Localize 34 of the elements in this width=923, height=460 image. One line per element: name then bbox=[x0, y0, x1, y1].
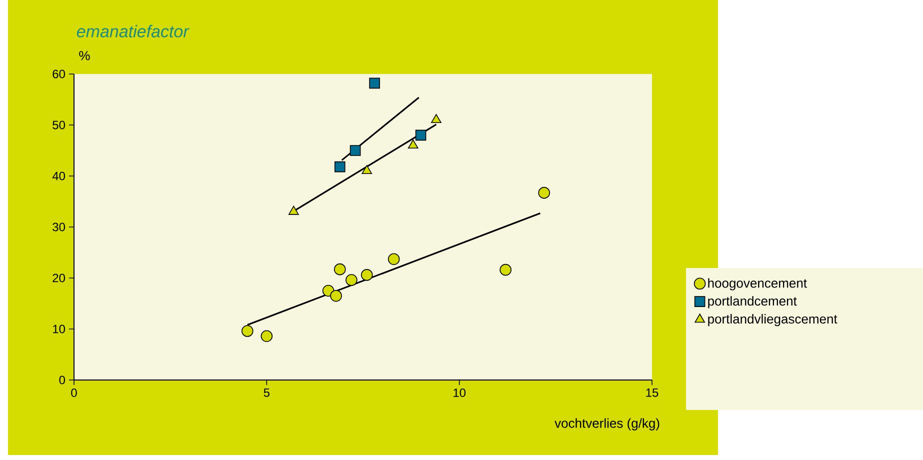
x-axis-title: vochtverlies (g/kg) bbox=[554, 418, 660, 430]
x-tick-label: 15 bbox=[646, 388, 658, 397]
x-tick-label: 0 bbox=[71, 388, 77, 398]
y-tick-label: 0 bbox=[59, 376, 66, 384]
y-tick-label: 60 bbox=[52, 70, 66, 78]
y-tick-label: 30 bbox=[52, 222, 66, 232]
point bbox=[415, 130, 426, 141]
point bbox=[369, 78, 380, 89]
point bbox=[334, 161, 346, 172]
point bbox=[242, 325, 254, 337]
y-axis-title: % bbox=[79, 51, 90, 60]
point bbox=[388, 253, 400, 266]
point bbox=[538, 186, 550, 199]
x-tick-label: 5 bbox=[264, 388, 270, 397]
point bbox=[260, 330, 273, 342]
legend-label: portlandvliegascement bbox=[708, 314, 838, 326]
point bbox=[500, 264, 512, 276]
y-tick-label: 50 bbox=[52, 120, 66, 130]
point bbox=[408, 139, 418, 149]
point bbox=[362, 164, 372, 174]
legend-label: portlandcement bbox=[708, 296, 797, 308]
x-tick-label: 10 bbox=[454, 388, 466, 398]
point bbox=[346, 274, 358, 286]
point bbox=[330, 290, 342, 302]
point bbox=[350, 145, 361, 156]
chart-title: emanatiefactor bbox=[76, 24, 190, 38]
legend-label: hoogovencement bbox=[708, 278, 807, 290]
y-tick-label: 20 bbox=[52, 274, 66, 282]
y-tick-label: 40 bbox=[52, 172, 66, 180]
point bbox=[431, 114, 442, 124]
y-tick-label: 10 bbox=[53, 324, 66, 334]
point bbox=[288, 206, 299, 215]
point bbox=[360, 269, 373, 281]
point bbox=[334, 263, 346, 276]
